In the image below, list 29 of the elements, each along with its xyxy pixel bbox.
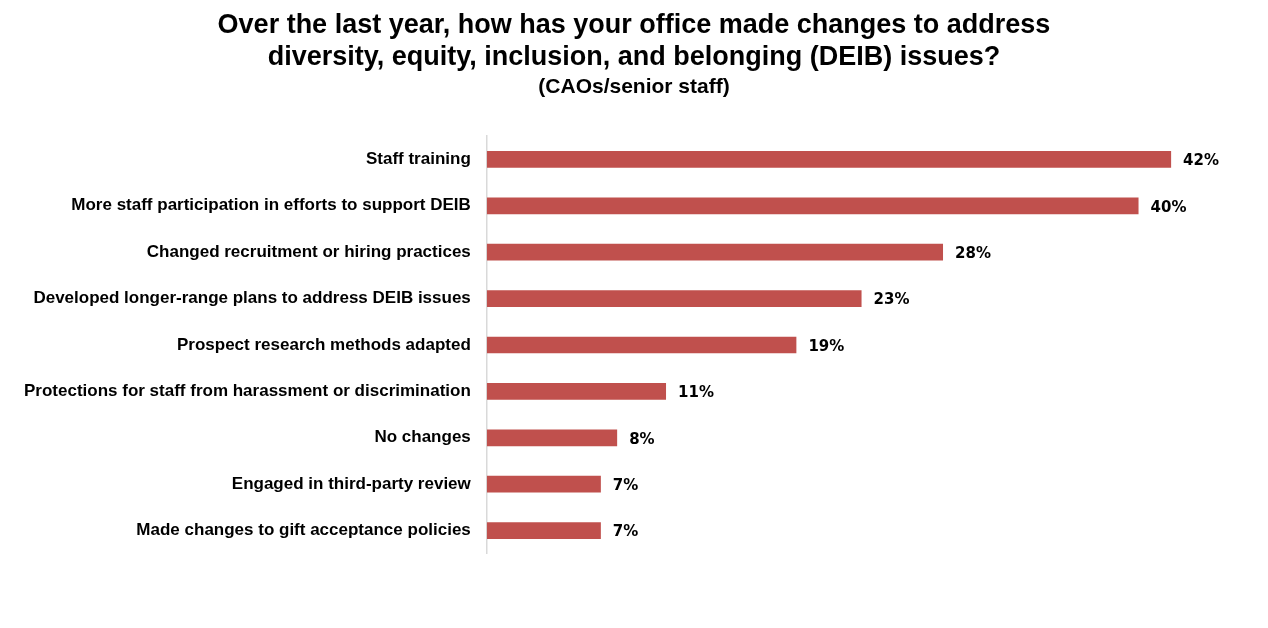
data-label: 7% [612, 476, 639, 495]
y-tick-label: No changes [374, 427, 471, 447]
y-tick-label: Staff training [365, 149, 471, 169]
y-tick-label: Protections for staff from harassment or discrimination [23, 381, 471, 401]
y-tick-label: More staff participation in efforts to support DEIB [71, 195, 471, 215]
data-label: 28% [955, 244, 991, 263]
bar [486, 151, 1172, 168]
data-label: 8% [629, 429, 655, 448]
bar [486, 243, 944, 261]
y-tick-label: Made changes to gift acceptance policies [136, 520, 471, 540]
bar [486, 290, 862, 307]
y-tick-label: Changed recruitment or hiring practices [146, 241, 471, 261]
bar [486, 475, 601, 493]
bar [486, 429, 618, 447]
y-tick-label: Prospect research methods adapted [176, 334, 471, 354]
bar [486, 336, 797, 354]
bar [486, 522, 601, 539]
data-label: 42% [1183, 151, 1220, 170]
chart-title: Over the last year, how has your office made changes to address diversity, equity, inclusion, and belonging (DEIB) issues? [216, 8, 1052, 72]
chart-subtitle: (CAOs/senior staff) [537, 73, 731, 99]
y-tick-label: Engaged in third-party review [231, 473, 472, 493]
data-label: 11% [678, 383, 714, 402]
bar [486, 197, 1139, 215]
bar [486, 383, 667, 400]
data-label: 40% [1150, 197, 1187, 216]
data-label: 7% [612, 522, 639, 541]
data-label: 19% [808, 336, 845, 355]
y-tick-label: Developed longer-range plans to address DEIB issues [33, 288, 471, 308]
data-label: 23% [873, 290, 910, 309]
